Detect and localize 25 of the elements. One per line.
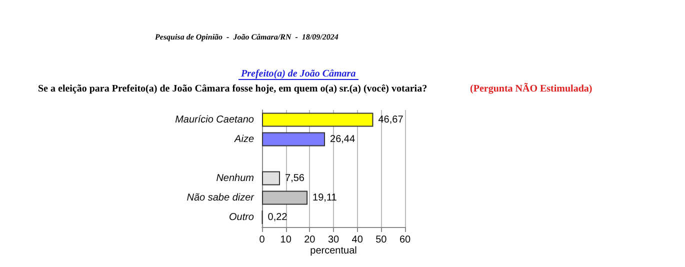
data-label: 0,22	[268, 212, 288, 223]
y-tick-label: Outro	[228, 212, 254, 223]
x-tick-label: 10	[280, 234, 292, 246]
bar	[262, 132, 326, 146]
data-label: 19,11	[312, 192, 338, 204]
data-label: 7,56	[285, 172, 305, 184]
bar	[262, 171, 280, 186]
y-tick-label: Nenhum	[216, 172, 254, 184]
x-tick-label: 0	[259, 234, 266, 246]
x-tick-label: 40	[352, 234, 364, 246]
x-tick-label: 60	[399, 234, 411, 246]
x-axis-title: percentual	[310, 245, 357, 256]
y-tick-label: Maurício Caetano	[175, 114, 254, 126]
x-tick-label: 30	[328, 234, 340, 246]
data-label: 26,44	[330, 134, 356, 145]
chart-subtitle: Prefeito(a) de João Câmara	[241, 68, 356, 80]
data-label: 46,67	[378, 114, 404, 126]
x-tick-label: 20	[304, 234, 316, 246]
y-tick-label: Aize	[234, 134, 254, 145]
y-tick-label: Não sabe dizer	[186, 192, 255, 204]
chart-title: Pesquisa de Opinião - João Câmara/RN - 18/09/2024	[155, 32, 338, 42]
bar	[262, 112, 374, 127]
x-tick-label: 50	[376, 234, 388, 246]
text: Se a eleição para Prefeito(a) de João Câmara fosse hoje, em quem o(a) sr.(a) (você) votaria?	[38, 84, 428, 94]
text: (Pergunta NÃO Estimulada)	[470, 82, 592, 94]
